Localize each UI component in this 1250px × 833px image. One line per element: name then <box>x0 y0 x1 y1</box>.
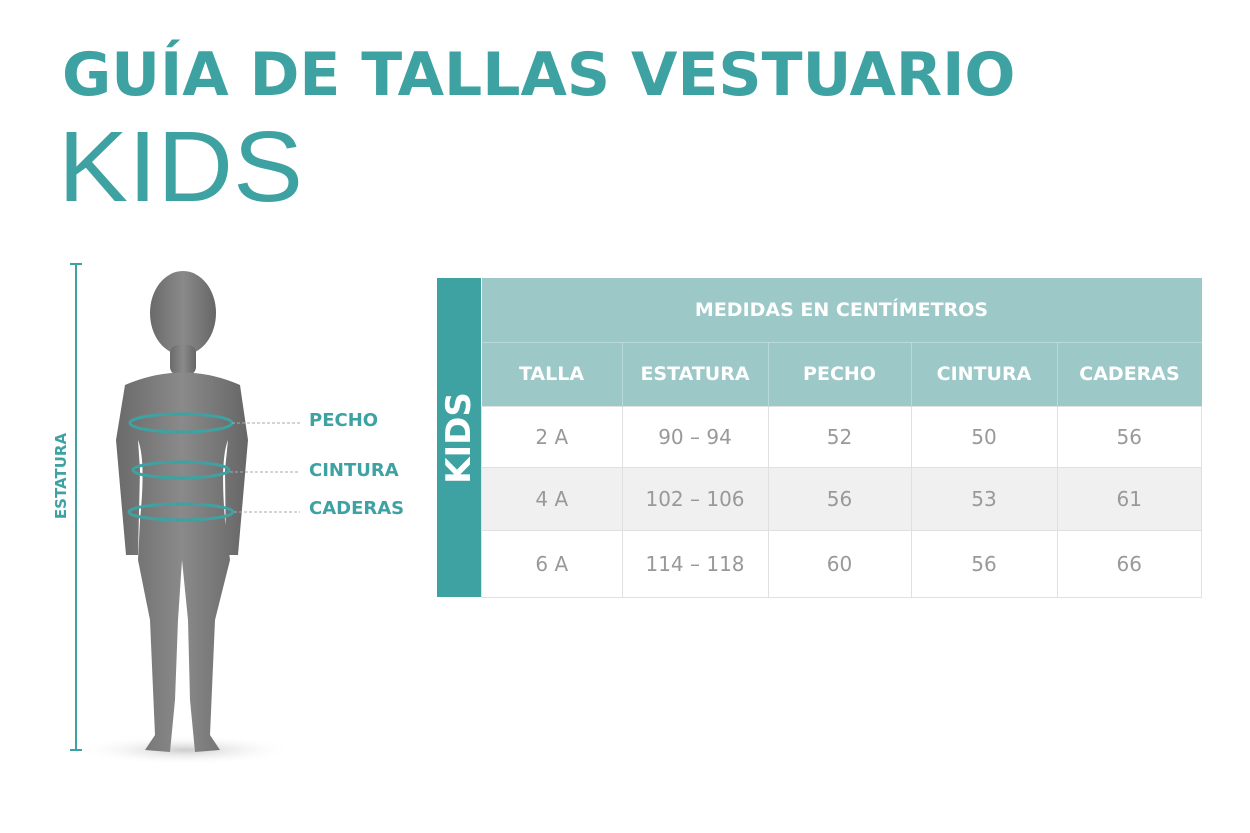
hips-label: CADERAS <box>309 498 405 519</box>
group-header: MEDIDAS EN CENTÍMETROS <box>481 278 1202 342</box>
table-cell: 56 <box>910 529 1058 598</box>
table-cell: 60 <box>767 529 912 598</box>
column-header: ESTATURA <box>622 341 769 406</box>
table-cell: 50 <box>910 405 1058 468</box>
chest-label: PECHO <box>309 410 379 431</box>
size-table: KIDS MEDIDAS EN CENTÍMETROS TALLA ESTATU… <box>437 278 1202 598</box>
table-row: 6 A 114 – 118 60 56 66 <box>437 529 1202 598</box>
height-label: ESTATURA <box>52 432 70 520</box>
kids-side-label: KIDS <box>439 391 479 484</box>
table-cell: 61 <box>1056 466 1202 531</box>
table-cell: 66 <box>1056 529 1202 598</box>
column-header: TALLA <box>481 341 623 406</box>
page-subtitle: KIDS <box>58 111 304 223</box>
table-cell: 56 <box>767 466 912 531</box>
kids-side-label-cell: KIDS <box>437 278 482 597</box>
child-mannequin-illustration <box>70 263 300 765</box>
page-title: GUÍA DE TALLAS VESTUARIO <box>62 40 1016 110</box>
table-cell: 90 – 94 <box>621 405 769 468</box>
column-header: CINTURA <box>911 341 1058 406</box>
column-header: CADERAS <box>1057 341 1202 406</box>
table-cell: 6 A <box>481 529 623 598</box>
table-cell: 52 <box>767 405 912 468</box>
table-cell: 53 <box>910 466 1058 531</box>
table-cell: 56 <box>1056 405 1202 468</box>
table-row: 2 A 90 – 94 52 50 56 <box>437 405 1202 468</box>
column-header: PECHO <box>768 341 912 406</box>
table-cell: 4 A <box>481 466 623 531</box>
waist-label: CINTURA <box>309 460 399 481</box>
table-cell: 102 – 106 <box>621 466 769 531</box>
table-row: 4 A 102 – 106 56 53 61 <box>437 466 1202 531</box>
table-cell: 114 – 118 <box>621 529 769 598</box>
table-cell: 2 A <box>481 405 623 468</box>
